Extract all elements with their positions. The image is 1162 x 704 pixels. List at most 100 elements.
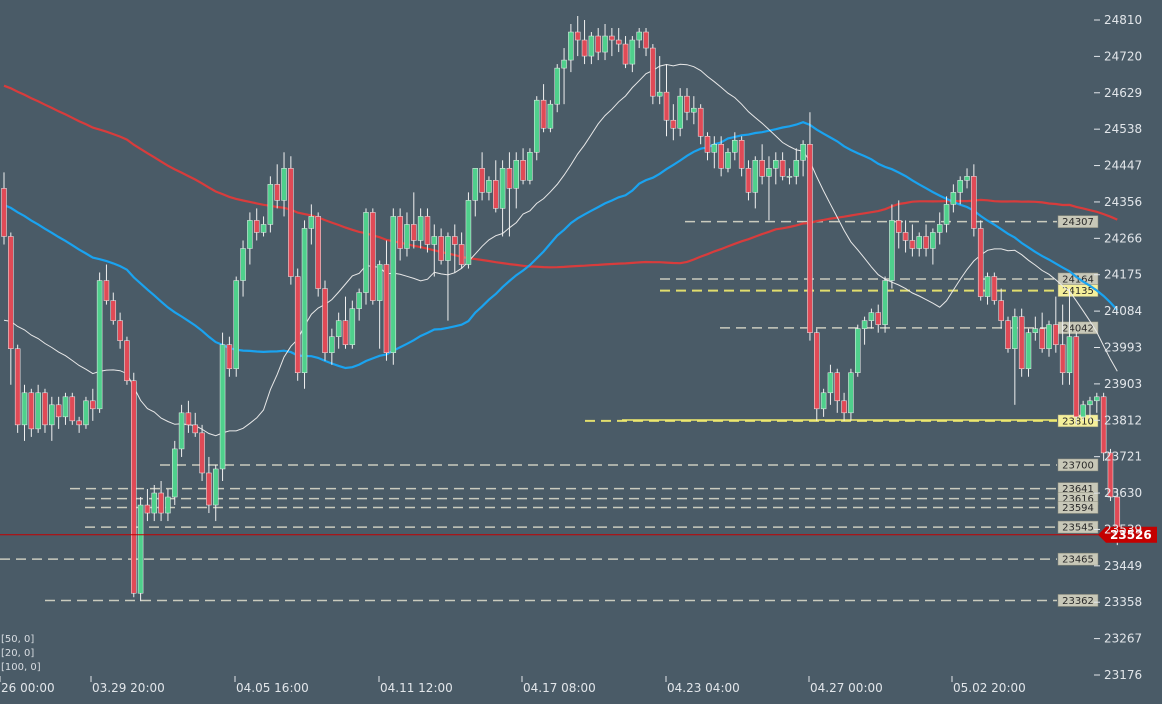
candle[interactable] [991,272,998,305]
candle[interactable] [588,32,595,65]
candle[interactable] [131,372,137,598]
candle[interactable] [1066,288,1073,385]
candle[interactable] [957,176,963,205]
candle[interactable] [260,216,267,237]
candle[interactable] [977,220,984,301]
candle[interactable] [697,104,704,145]
candle[interactable] [1107,448,1114,502]
candle[interactable] [1032,316,1039,341]
candle[interactable] [923,224,929,257]
candle[interactable] [274,164,280,209]
candle[interactable] [192,412,198,437]
candle[interactable] [178,404,185,457]
candle[interactable] [506,152,513,237]
candle[interactable] [452,224,458,273]
candle[interactable] [158,480,164,522]
candle[interactable] [42,388,48,433]
candle[interactable] [547,100,554,133]
candle[interactable] [868,308,875,329]
candle[interactable] [431,224,438,277]
candle[interactable] [226,336,233,377]
candle[interactable] [691,96,697,125]
candle[interactable] [998,288,1004,329]
candle[interactable] [766,156,772,221]
candle[interactable] [718,136,724,177]
candle[interactable] [568,24,574,73]
candle[interactable] [636,28,642,49]
candle[interactable] [1080,400,1086,421]
candle[interactable] [349,300,356,349]
candle[interactable] [301,220,308,389]
candle[interactable] [895,200,902,249]
candle[interactable] [773,152,779,185]
candle[interactable] [315,212,321,297]
candle[interactable] [855,324,861,377]
candle[interactable] [520,148,526,185]
candle[interactable] [1094,392,1100,413]
candle[interactable] [110,292,117,325]
candle[interactable] [465,192,472,269]
candle[interactable] [233,276,239,377]
candle[interactable] [493,160,499,213]
candle[interactable] [943,196,950,233]
candle[interactable] [212,464,219,522]
candle[interactable] [841,392,847,421]
candle[interactable] [294,268,301,381]
candle[interactable] [322,280,328,361]
candle[interactable] [930,228,936,265]
x-axis[interactable]: 26 00:00 03.29 20:00 04.05 16:00 04.11 12:0… [0,676,1026,695]
candle[interactable] [1018,308,1025,377]
candle[interactable] [615,28,622,53]
candle[interactable] [288,156,294,285]
candle[interactable] [219,332,226,481]
candle[interactable] [383,240,390,361]
candle[interactable] [752,156,759,209]
candle[interactable] [308,204,315,245]
candle[interactable] [889,204,895,289]
candle[interactable] [62,392,69,425]
candle[interactable] [472,168,479,217]
candle[interactable] [117,312,123,349]
candle[interactable] [1012,308,1018,405]
candle[interactable] [83,396,89,429]
candle[interactable] [342,296,349,349]
candle[interactable] [28,388,35,437]
candle[interactable] [376,260,383,349]
candle[interactable] [165,489,171,522]
candle[interactable] [513,152,519,209]
candle[interactable] [834,368,841,413]
candle[interactable] [206,456,212,514]
candle[interactable] [533,96,540,161]
candle[interactable] [848,368,854,421]
candle[interactable] [732,132,738,161]
candle[interactable] [602,24,608,61]
candle[interactable] [411,192,417,249]
candle[interactable] [199,424,205,481]
candle[interactable] [902,220,909,253]
candle[interactable] [800,140,806,177]
candle[interactable] [144,489,151,522]
candle[interactable] [643,28,649,57]
candle[interactable] [417,208,424,249]
candle[interactable] [581,20,588,65]
candle[interactable] [663,64,670,137]
candle[interactable] [595,28,601,61]
candle[interactable] [1073,332,1080,425]
candle[interactable] [329,328,335,365]
y-axis[interactable]: 24810 24720 24629 24538 24447 24356 24266 24175… [1094,13,1142,682]
candle[interactable] [185,400,192,433]
candle[interactable] [363,208,369,305]
candle[interactable] [1087,396,1093,421]
candle[interactable] [438,228,444,265]
candle[interactable] [370,208,376,305]
candle[interactable] [677,88,683,137]
candle[interactable] [14,344,21,433]
candle[interactable] [76,416,82,433]
candle[interactable] [1025,328,1032,377]
candle[interactable] [172,440,178,506]
candle[interactable] [814,328,820,421]
candle[interactable] [424,208,431,253]
candle[interactable] [622,36,629,69]
candle[interactable] [984,272,991,305]
candle[interactable] [861,316,868,345]
